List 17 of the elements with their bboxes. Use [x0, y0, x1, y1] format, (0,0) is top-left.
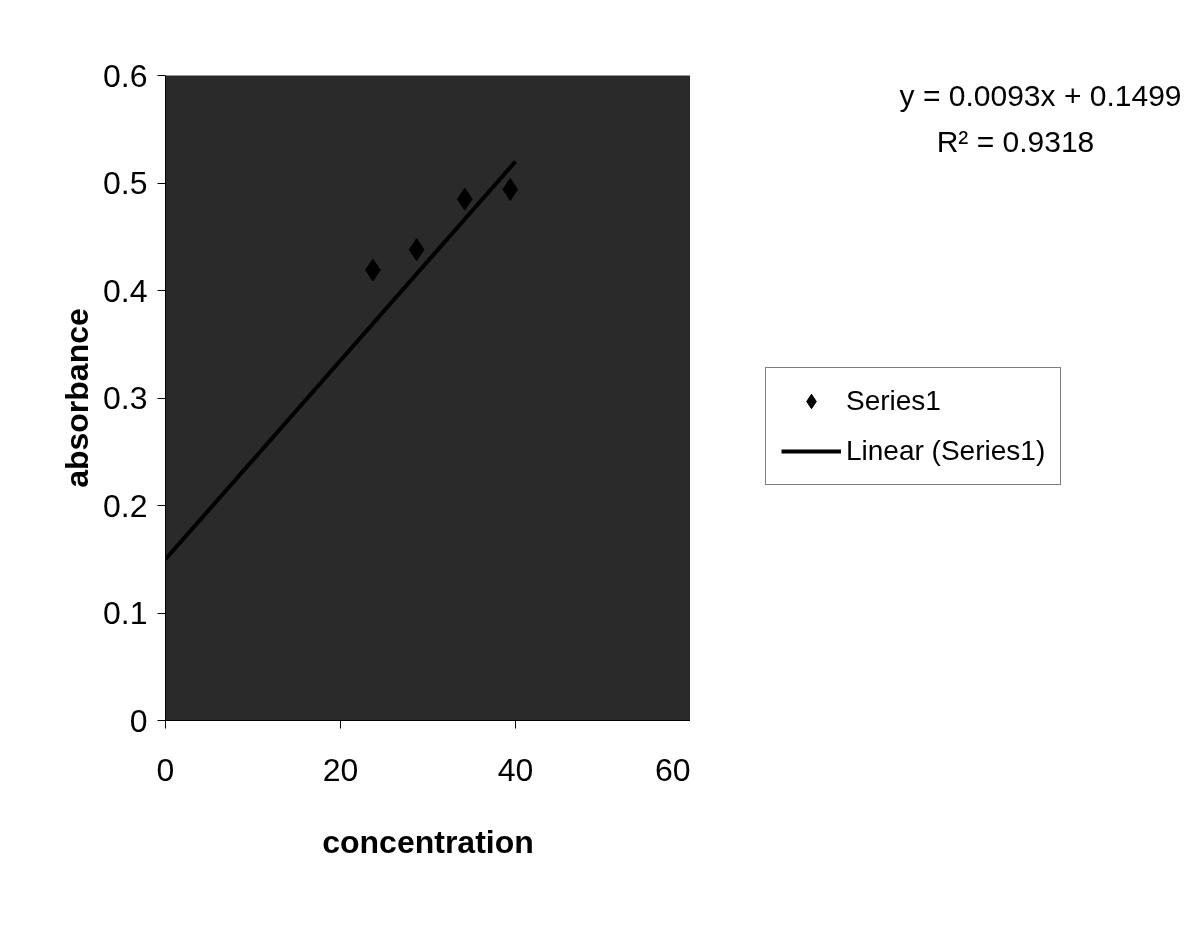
y-tick-label: 0: [129, 702, 148, 739]
y-tick-label: 0.4: [103, 272, 148, 309]
y-tick-label: 0.5: [103, 165, 148, 201]
y-tick-label: 0.2: [103, 487, 148, 524]
text: y = 0.0093x + 0.1499: [899, 78, 1182, 112]
x-tick-label: 20: [322, 751, 359, 788]
y-tick-label: 0.1: [103, 595, 148, 631]
x-axis-title: concentration: [322, 823, 534, 860]
legend-label: Series1: [846, 385, 941, 417]
y-tick-label: 0.3: [103, 380, 148, 416]
legend-label: Linear (Series1): [846, 435, 1046, 467]
y-axis-title: absorbance: [59, 308, 96, 488]
y-tick-label: 0.6: [103, 57, 148, 94]
x-tick-label: 40: [497, 751, 534, 788]
x-tick-label: 0: [156, 751, 175, 788]
x-tick-label: 60: [654, 751, 691, 788]
text: R² = 0.9318: [936, 124, 1095, 158]
